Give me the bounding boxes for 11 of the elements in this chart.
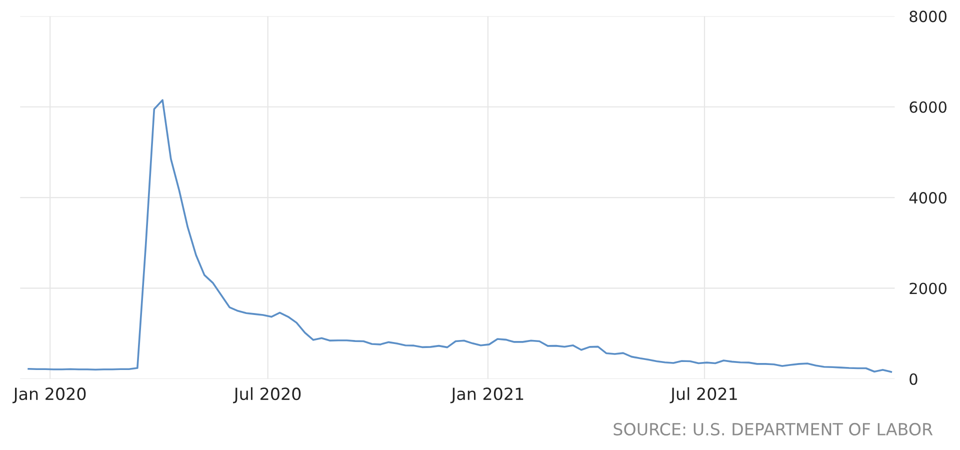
x-tick-label: Jan 2021 — [450, 388, 524, 404]
y-tick-label: 4000 — [909, 192, 946, 204]
y-tick-label: 8000 — [910, 10, 946, 22]
y-tick-label: 6000 — [910, 101, 946, 113]
x-tick-label: Jul 2021 — [670, 387, 737, 404]
x-tick-label: Jul 2020 — [233, 387, 301, 404]
line-series — [28, 99, 892, 373]
x-tick-label: Jan 2020 — [12, 388, 86, 404]
y-tick-label: 2000 — [910, 282, 946, 294]
y-tick-label: 0 — [910, 373, 918, 385]
source-note: SOURCE: U.S. DEPARTMENT OF LABOR — [614, 422, 933, 436]
